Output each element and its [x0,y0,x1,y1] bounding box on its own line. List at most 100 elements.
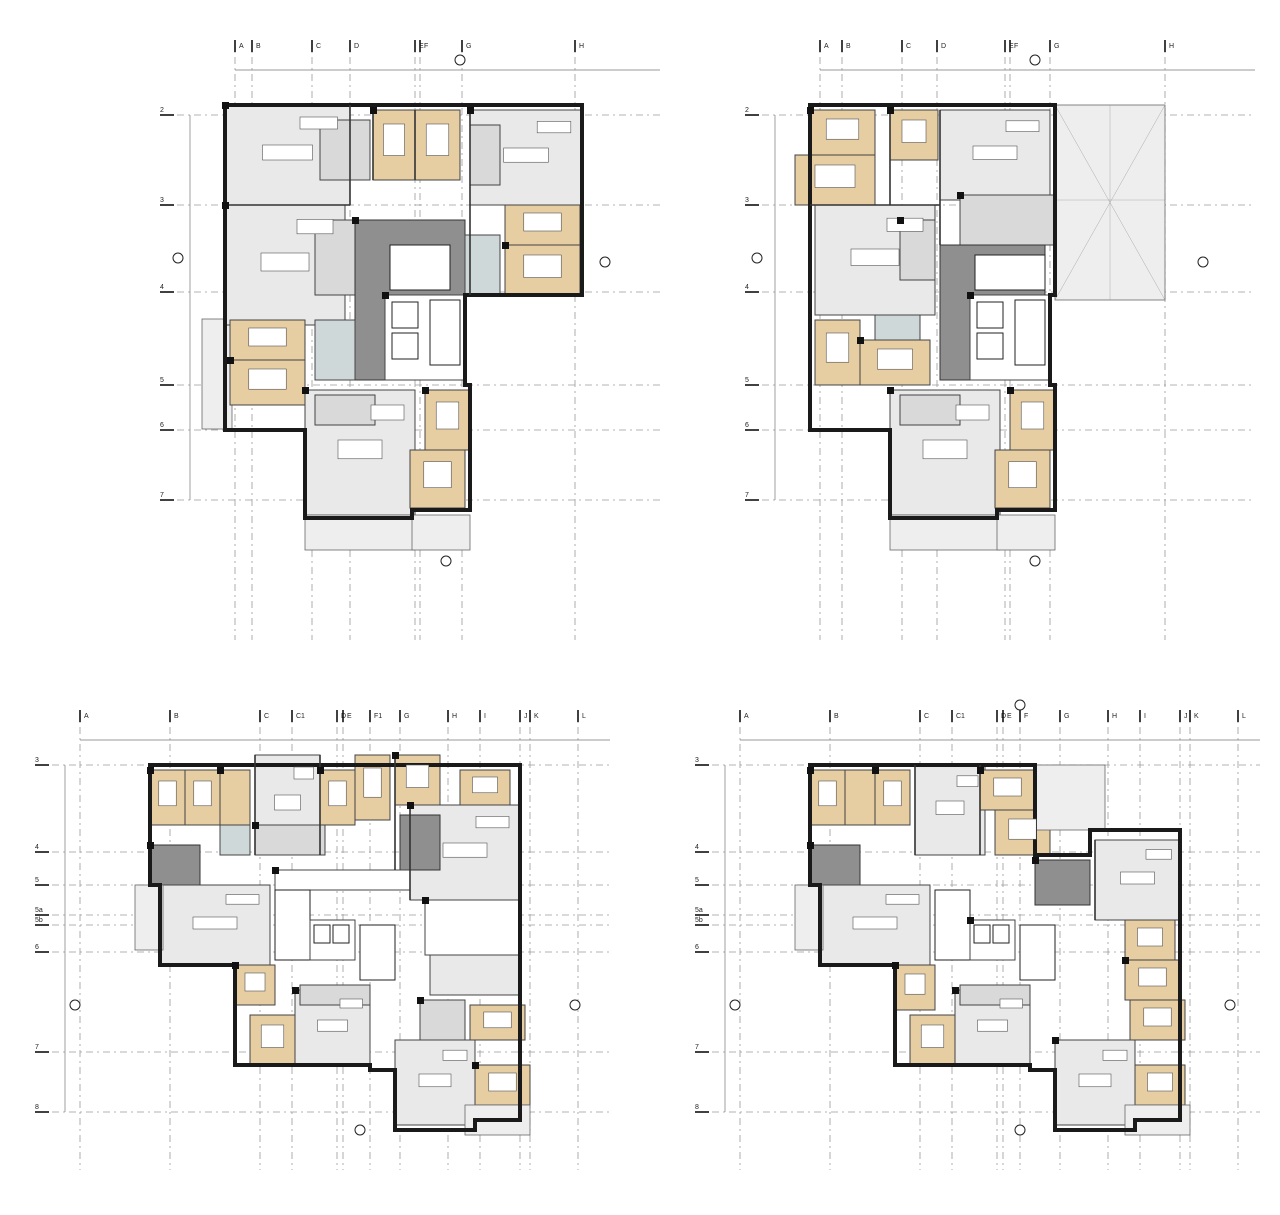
bed [1020,401,1045,430]
structural-columns [807,107,1014,394]
staircase [1019,924,1056,981]
grid-row-label: 2 [745,107,749,114]
structural-columns [807,767,1129,1044]
section-marker [1014,1124,1026,1136]
grid-row-label: 5b [35,917,43,924]
bed [158,780,177,807]
grid-row-label: 6 [695,944,699,951]
grid-column-label: G [466,43,471,50]
bedroom [184,769,221,826]
structural-column [952,987,959,994]
section-marker [569,999,581,1011]
structural-column [1122,957,1129,964]
grid-column-label: E [419,43,424,50]
bed [1138,967,1167,987]
bedroom [414,109,461,181]
dining-table [852,916,898,930]
structural-column [807,767,814,774]
dining-table [274,794,301,811]
structural-column [967,917,974,924]
grid-column-label: B [834,713,839,720]
grid-column-label: I [1144,713,1146,720]
grid-column-label: F [1014,43,1018,50]
bed [244,972,266,992]
structural-column [352,217,359,224]
section-marker [1224,999,1236,1011]
dining-table [1120,871,1155,885]
sofa [886,217,924,232]
grid-column-label: C1 [296,713,305,720]
balcony [304,514,416,551]
grid-row-label: 7 [695,1044,699,1051]
section-marker [69,999,81,1011]
structural-column [967,292,974,299]
structural-column [857,337,864,344]
grid-row-label: 3 [695,757,699,764]
bed [383,123,405,156]
bed [883,780,902,807]
grid-column-label: D [941,43,946,50]
dining-table [935,800,965,815]
bed [260,1024,285,1048]
kitchen [469,124,501,186]
structural-columns [147,752,479,1069]
structural-column [302,387,309,394]
grid-column-label: C [924,713,929,720]
grid-row-label: 7 [35,1044,39,1051]
grid-column-label: H [1112,713,1117,720]
grid-column-label: J [524,713,528,720]
structural-column [1032,857,1039,864]
elevator [973,924,991,944]
grid-column-label: B [846,43,851,50]
section-marker [1029,54,1041,66]
kitchen [959,194,1056,246]
grid-column-label: F [1024,713,1028,720]
sofa [293,766,314,780]
bed [193,780,212,807]
grid-column-label: C [316,43,321,50]
elevator [391,301,419,329]
structural-column [382,292,389,299]
dining-table [977,1019,1008,1032]
sofa [296,219,334,235]
bed [877,348,913,370]
bed [405,764,430,788]
bed [248,368,287,390]
bed [993,777,1022,797]
void [274,869,411,891]
structural-column [217,767,224,774]
grid-row-label: 6 [160,422,164,429]
grid-column-label: C [906,43,911,50]
roof-hatch [1054,104,1166,301]
grid-column-label: E [1007,713,1012,720]
structural-column [370,107,377,114]
grid-row-label: 4 [745,284,749,291]
section-marker [751,252,763,264]
dining-table [337,439,383,460]
grid-row-label: 5 [160,377,164,384]
bed [814,164,856,188]
structural-column [222,202,229,209]
grid-column-label: A [824,43,829,50]
staircase [1014,299,1046,366]
grid-column-label: K [534,713,539,720]
exterior-wall [808,103,1057,520]
bathroom [314,319,356,381]
sofa [536,121,572,134]
grid-row-label: 3 [35,757,39,764]
dining-table [260,252,310,272]
dining-table [442,842,488,858]
grid-column-label: E [347,713,352,720]
structural-column [977,767,984,774]
dining-table [503,147,549,163]
grid-column-label: A [744,713,749,720]
sofa [955,404,990,421]
bathroom [874,314,921,341]
bed [523,212,562,232]
structural-column [292,987,299,994]
column-grid: ABCC1DEFGHIJKL [739,710,1260,1170]
grid-row-label: 3 [160,197,164,204]
bathroom [219,824,251,856]
staircase [359,924,396,981]
terrace [201,318,233,430]
